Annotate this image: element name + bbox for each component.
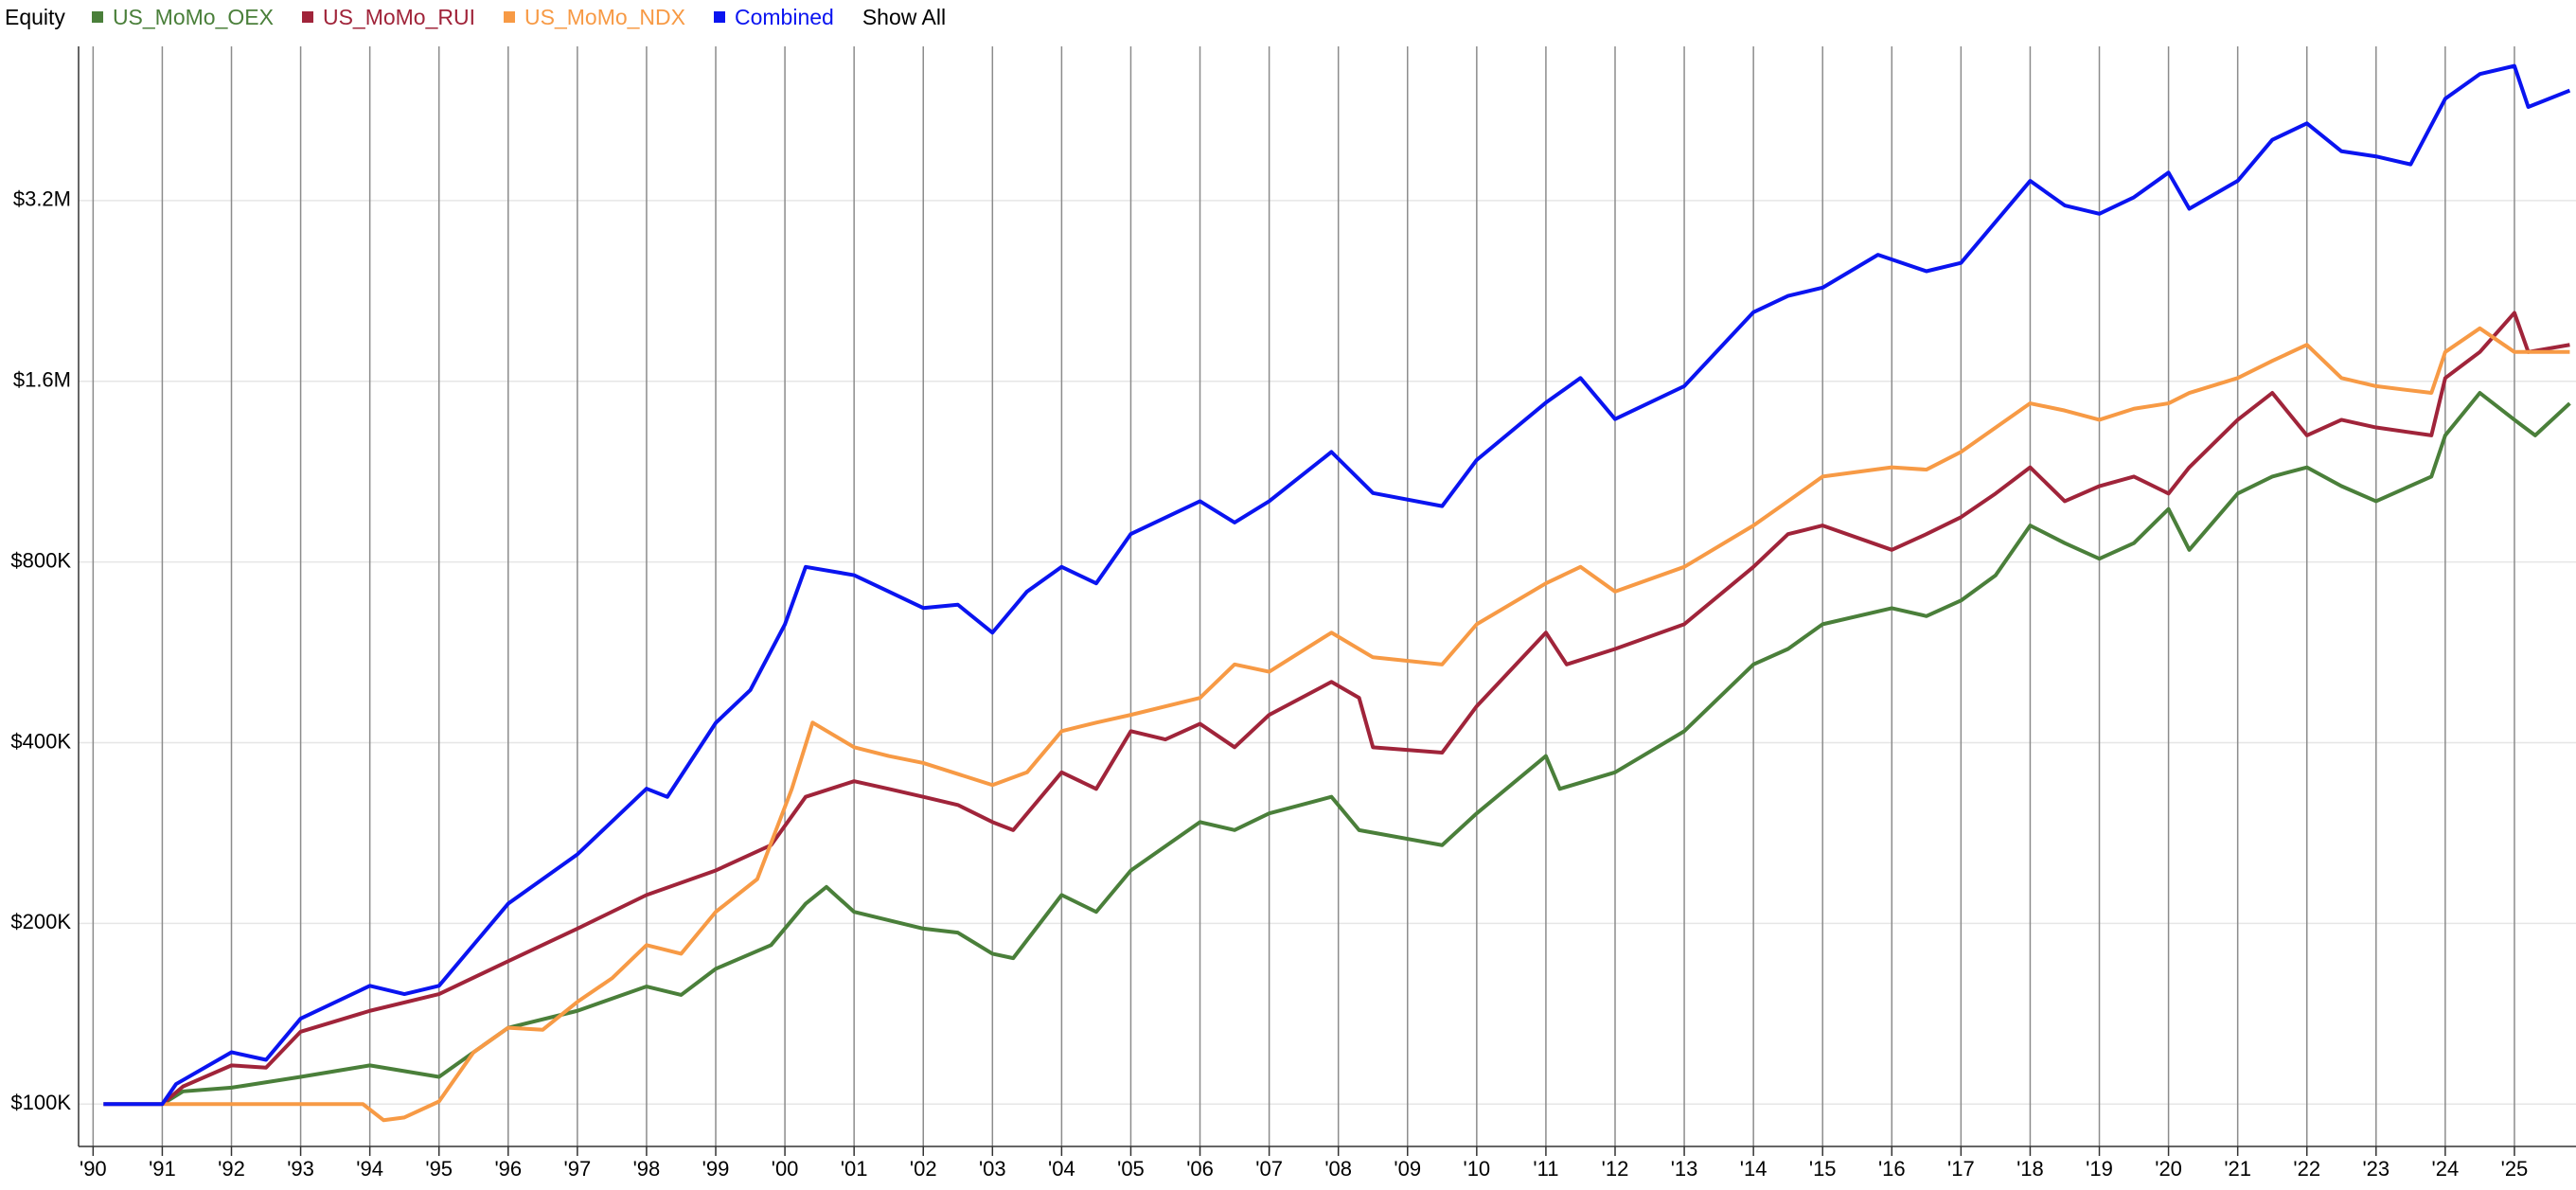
x-tick-label: '98 (633, 1157, 661, 1181)
x-tick-label: '12 (1602, 1157, 1629, 1181)
x-tick-label: '95 (425, 1157, 453, 1181)
x-tick-label: '14 (1740, 1157, 1768, 1181)
legend-swatch (301, 11, 313, 23)
x-tick-label: '15 (1809, 1157, 1837, 1181)
x-tick-label: '16 (1878, 1157, 1906, 1181)
legend-swatch (714, 11, 725, 23)
legend-swatch (91, 11, 103, 23)
x-tick-label: '07 (1255, 1157, 1283, 1181)
series-line (162, 326, 2570, 1123)
y-axis-title: Equity (5, 4, 65, 29)
y-tick-label: $800K (10, 548, 71, 572)
legend-swatch (504, 11, 515, 23)
y-tick-label: $200K (10, 910, 71, 933)
x-tick-label: '22 (2293, 1157, 2320, 1181)
x-tick-label: '24 (2432, 1157, 2460, 1181)
x-tick-label: '18 (2016, 1157, 2044, 1181)
series-line (103, 63, 2571, 1107)
x-tick-label: '92 (218, 1157, 245, 1181)
x-tick-label: '19 (2086, 1157, 2113, 1181)
x-tick-label: '11 (1533, 1157, 1558, 1181)
y-tick-label: $400K (10, 729, 71, 753)
x-tick-label: '96 (494, 1157, 522, 1181)
x-tick-label: '25 (2501, 1157, 2529, 1181)
x-tick-label: '03 (979, 1157, 1006, 1181)
x-tick-label: '99 (702, 1157, 730, 1181)
legend-item[interactable]: Combined (714, 5, 834, 30)
y-tick-label: $100K (10, 1091, 71, 1114)
y-tick-label: $3.2M (13, 187, 71, 211)
x-tick-label: '04 (1048, 1157, 1075, 1181)
legend-label: US_MoMo_NDX (524, 4, 685, 29)
x-tick-label: '21 (2224, 1157, 2251, 1181)
legend: Equity US_MoMo_OEX US_MoMo_RUI US_MoMo_NDX… (5, 2, 946, 32)
legend-item[interactable]: US_MoMo_NDX (504, 5, 685, 30)
x-tick-label: '00 (772, 1157, 799, 1181)
x-tick-label: '90 (80, 1157, 107, 1181)
series-line (103, 311, 2570, 1107)
series-line (161, 391, 2571, 1106)
legend-item[interactable]: US_MoMo_OEX (91, 4, 274, 30)
show-all-button[interactable]: Show All (862, 4, 947, 29)
x-tick-label: '97 (564, 1157, 592, 1181)
legend-label: US_MoMo_RUI (322, 4, 475, 29)
x-tick-label: '23 (2362, 1157, 2389, 1181)
x-tick-label: '01 (841, 1157, 868, 1181)
x-tick-label: '08 (1324, 1157, 1352, 1181)
x-tick-label: '17 (1947, 1157, 1975, 1181)
x-tick-label: '05 (1117, 1157, 1145, 1181)
x-tick-label: '10 (1464, 1157, 1491, 1181)
x-tick-label: '93 (287, 1157, 314, 1181)
legend-label: US_MoMo_OEX (112, 4, 274, 29)
x-tick-label: '09 (1394, 1157, 1421, 1181)
x-tick-label: '06 (1186, 1157, 1214, 1181)
x-tick-label: '91 (149, 1157, 176, 1181)
x-tick-label: '94 (356, 1157, 383, 1181)
x-tick-label: '02 (910, 1157, 937, 1181)
legend-label: Combined (735, 4, 834, 29)
x-tick-label: '13 (1671, 1157, 1698, 1181)
legend-item[interactable]: US_MoMo_RUI (301, 4, 475, 30)
y-tick-label: $1.6M (13, 368, 71, 392)
x-tick-label: '20 (2155, 1157, 2182, 1181)
